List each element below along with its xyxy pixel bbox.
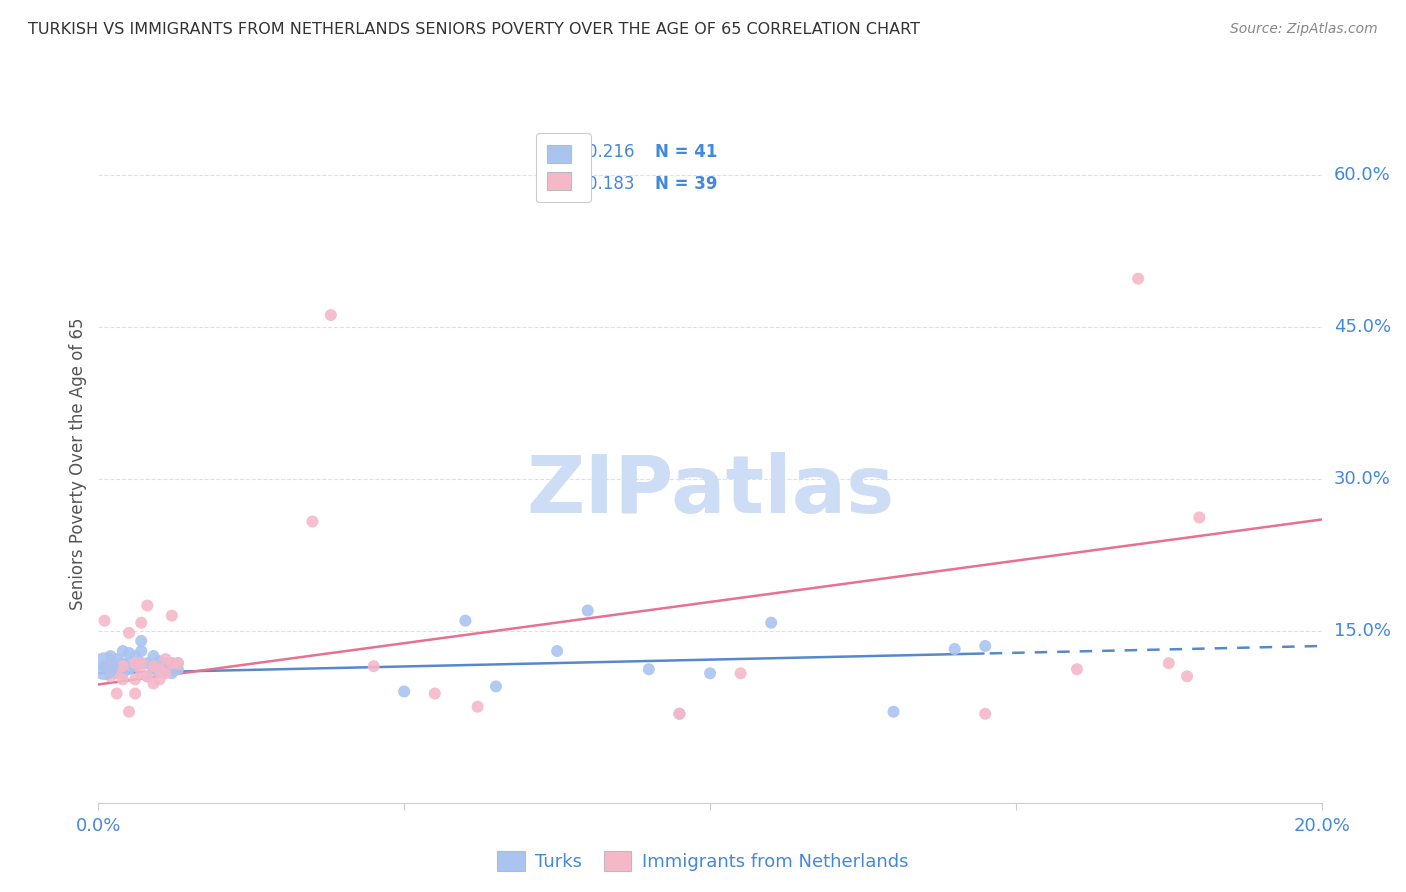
- Point: [167, 662, 190, 676]
- Point: [668, 706, 690, 721]
- Point: [129, 615, 152, 630]
- Text: TURKISH VS IMMIGRANTS FROM NETHERLANDS SENIORS POVERTY OVER THE AGE OF 65 CORREL: TURKISH VS IMMIGRANTS FROM NETHERLANDS S…: [28, 22, 920, 37]
- Point: [136, 656, 159, 670]
- Point: [1188, 510, 1211, 524]
- Legend: , : ,: [536, 133, 591, 202]
- Point: [759, 615, 782, 630]
- Point: [467, 699, 489, 714]
- Text: R = 0.183: R = 0.183: [551, 175, 634, 193]
- Point: [118, 656, 141, 670]
- Point: [943, 642, 966, 657]
- Point: [100, 659, 122, 673]
- Point: [136, 669, 159, 683]
- Point: [124, 673, 146, 687]
- Legend: Turks, Immigrants from Netherlands: Turks, Immigrants from Netherlands: [491, 844, 915, 879]
- Point: [142, 659, 165, 673]
- Point: [423, 686, 446, 700]
- Point: [118, 625, 141, 640]
- Point: [111, 656, 134, 670]
- Point: [105, 665, 128, 679]
- Text: 45.0%: 45.0%: [1334, 318, 1391, 336]
- Text: 30.0%: 30.0%: [1334, 470, 1391, 488]
- Point: [149, 673, 172, 687]
- Point: [155, 666, 177, 681]
- Point: [974, 639, 997, 653]
- Point: [155, 656, 177, 670]
- Point: [124, 686, 146, 700]
- Point: [1175, 669, 1198, 683]
- Point: [167, 656, 190, 670]
- Point: [485, 680, 508, 694]
- Y-axis label: Seniors Poverty Over the Age of 65: Seniors Poverty Over the Age of 65: [69, 318, 87, 610]
- Point: [142, 659, 165, 673]
- Text: R = 0.216: R = 0.216: [551, 143, 634, 161]
- Point: [124, 649, 146, 664]
- Point: [124, 659, 146, 673]
- Point: [668, 706, 690, 721]
- Point: [118, 646, 141, 660]
- Point: [93, 614, 115, 628]
- Point: [129, 634, 152, 648]
- Text: ZIPatlas: ZIPatlas: [526, 452, 894, 530]
- Text: N = 41: N = 41: [655, 143, 717, 161]
- Point: [111, 666, 134, 681]
- Point: [699, 666, 721, 681]
- Point: [129, 656, 152, 670]
- Point: [160, 656, 183, 670]
- Point: [136, 599, 159, 613]
- Point: [363, 659, 385, 673]
- Point: [576, 603, 599, 617]
- Point: [149, 665, 172, 679]
- Point: [301, 515, 323, 529]
- Point: [149, 654, 172, 668]
- Point: [1128, 271, 1150, 285]
- Point: [118, 705, 141, 719]
- Point: [105, 652, 128, 666]
- Point: [637, 662, 661, 676]
- Point: [93, 659, 115, 673]
- Text: Source: ZipAtlas.com: Source: ZipAtlas.com: [1230, 22, 1378, 37]
- Point: [392, 684, 416, 698]
- Point: [319, 308, 342, 322]
- Point: [111, 644, 134, 658]
- Point: [155, 662, 177, 676]
- Point: [1066, 662, 1088, 676]
- Point: [118, 662, 141, 676]
- Point: [730, 666, 752, 681]
- Point: [142, 676, 165, 690]
- Point: [93, 659, 115, 673]
- Point: [883, 705, 905, 719]
- Point: [105, 666, 128, 681]
- Point: [1157, 656, 1180, 670]
- Point: [160, 666, 183, 681]
- Point: [124, 656, 146, 670]
- Point: [160, 656, 183, 670]
- Point: [111, 673, 134, 687]
- Point: [129, 666, 152, 681]
- Text: N = 39: N = 39: [655, 175, 717, 193]
- Point: [100, 669, 122, 683]
- Point: [105, 686, 128, 700]
- Point: [100, 656, 122, 670]
- Point: [546, 644, 568, 658]
- Text: 60.0%: 60.0%: [1334, 167, 1391, 185]
- Text: 15.0%: 15.0%: [1334, 622, 1391, 640]
- Point: [149, 662, 172, 676]
- Point: [129, 644, 152, 658]
- Point: [142, 662, 165, 676]
- Point: [160, 608, 183, 623]
- Point: [974, 706, 997, 721]
- Point: [100, 649, 122, 664]
- Point: [136, 669, 159, 683]
- Point: [129, 656, 152, 670]
- Point: [167, 656, 190, 670]
- Point: [155, 652, 177, 666]
- Point: [454, 614, 477, 628]
- Point: [111, 659, 134, 673]
- Point: [142, 649, 165, 664]
